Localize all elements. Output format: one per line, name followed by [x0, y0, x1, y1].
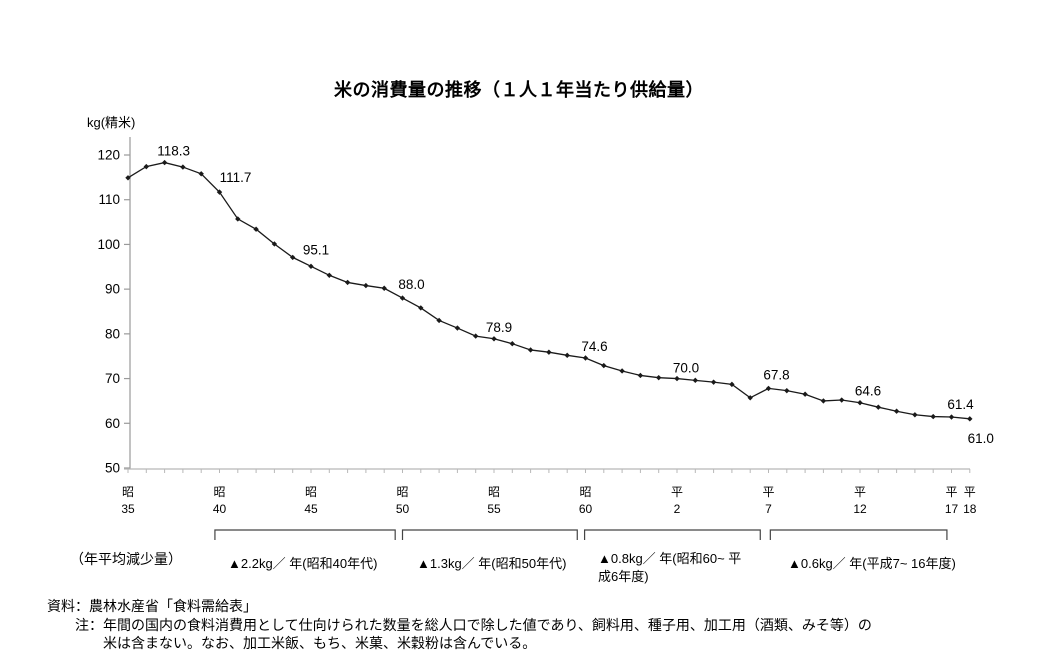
- svg-text:70: 70: [105, 371, 120, 386]
- svg-text:80: 80: [105, 326, 120, 341]
- svg-text:昭: 昭: [213, 485, 225, 499]
- svg-text:61.4: 61.4: [947, 397, 974, 412]
- annotation-showa-50s: ▲1.3kg／ 年(昭和50年代): [417, 556, 567, 571]
- svg-text:100: 100: [97, 237, 120, 252]
- svg-text:67.8: 67.8: [763, 367, 789, 382]
- point-value-labels: 118.3 111.7 95.1 88.0 78.9 74.6 70.0 67.8 64.6 61…: [157, 144, 994, 446]
- source-text: 資料：農林水産省「食料需給表」: [47, 598, 257, 614]
- period-brackets: [214, 529, 948, 540]
- svg-text:45: 45: [304, 502, 318, 516]
- annotation-heisei7-16: ▲0.6kg／ 年(平成7~ 16年度): [788, 556, 956, 571]
- svg-text:78.9: 78.9: [486, 320, 512, 335]
- svg-text:平: 平: [762, 485, 774, 499]
- svg-text:2: 2: [674, 502, 681, 516]
- svg-text:64.6: 64.6: [855, 384, 881, 399]
- svg-text:40: 40: [213, 502, 227, 516]
- annotation-lead-label: （年平均減少量）: [70, 551, 182, 567]
- svg-text:95.1: 95.1: [303, 242, 329, 257]
- svg-text:18: 18: [963, 502, 977, 516]
- svg-text:12: 12: [853, 502, 867, 516]
- svg-text:17: 17: [945, 502, 959, 516]
- svg-text:昭: 昭: [122, 485, 134, 499]
- svg-text:111.7: 111.7: [220, 170, 252, 185]
- svg-text:88.0: 88.0: [398, 277, 424, 292]
- svg-text:平: 平: [945, 485, 957, 499]
- svg-text:50: 50: [105, 460, 120, 475]
- svg-text:60: 60: [579, 502, 593, 516]
- svg-text:35: 35: [121, 502, 135, 516]
- data-point-markers: [125, 159, 973, 422]
- svg-text:昭: 昭: [579, 485, 591, 499]
- y-axis: 120 110 100 90 80 70 60 50: [97, 137, 131, 475]
- svg-text:110: 110: [98, 192, 120, 207]
- annotation-showa60-heisei6: ▲0.8kg／ 年(昭和60~ 平成6年度): [598, 551, 742, 584]
- svg-text:70.0: 70.0: [673, 361, 699, 376]
- svg-text:74.6: 74.6: [581, 339, 607, 354]
- svg-text:7: 7: [765, 502, 772, 516]
- svg-text:50: 50: [396, 502, 410, 516]
- annotation-showa-40s: ▲2.2kg／ 年(昭和40年代): [228, 556, 378, 571]
- data-line: [127, 161, 970, 420]
- x-axis: [124, 468, 971, 473]
- svg-text:60: 60: [105, 416, 120, 431]
- y-axis-unit-label: kg(精米): [87, 115, 136, 130]
- svg-text:平: 平: [964, 485, 976, 499]
- svg-text:61.0: 61.0: [968, 431, 994, 446]
- svg-text:平: 平: [854, 485, 866, 499]
- svg-text:昭: 昭: [305, 485, 317, 499]
- svg-text:昭: 昭: [396, 485, 408, 499]
- svg-text:90: 90: [105, 282, 120, 297]
- note-line-1: 注：年間の国内の食料消費用として仕向けられた数量を総人口で除した値であり、飼料用…: [75, 617, 872, 633]
- svg-text:平: 平: [671, 485, 683, 499]
- svg-text:118.3: 118.3: [157, 144, 190, 159]
- svg-text:昭: 昭: [488, 485, 500, 499]
- x-tick-labels: 昭 35 昭 40 昭 45 昭 50 昭 55 昭 60 平 2 平 7 平 12 平 17 平 18: [121, 485, 976, 516]
- chart-title: 米の消費量の推移（１人１年当たり供給量）: [334, 80, 704, 100]
- svg-text:55: 55: [487, 502, 501, 516]
- note-line-2: 米は含まない。なお、加工米飯、もち、米菓、米穀粉は含んでいる。: [103, 635, 537, 651]
- svg-text:120: 120: [97, 148, 120, 163]
